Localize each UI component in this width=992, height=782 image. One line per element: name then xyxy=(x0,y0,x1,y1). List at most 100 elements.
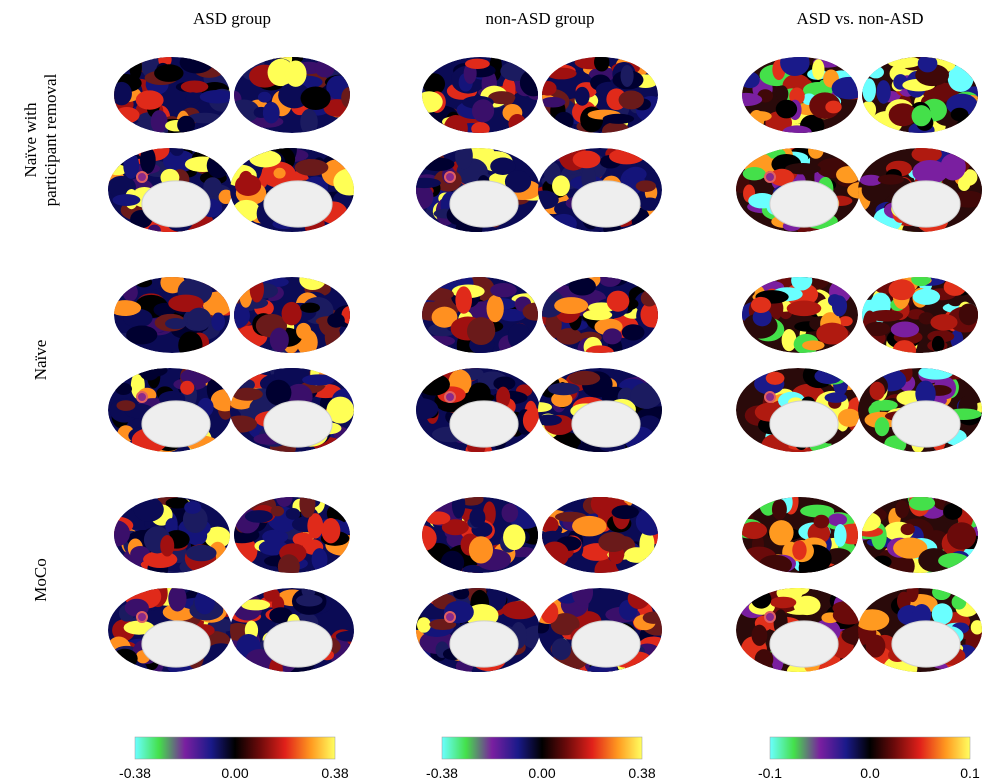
brain-parcel xyxy=(752,625,768,646)
brain-parcel xyxy=(186,545,216,561)
brain-parcel xyxy=(444,115,468,142)
brain-parcel xyxy=(181,80,208,92)
brain-parcel xyxy=(943,503,962,520)
brain-parcel xyxy=(554,112,573,130)
brain-parcel xyxy=(740,72,760,89)
colorbar-tick-label: 0.1 xyxy=(960,765,980,781)
brain-parcel xyxy=(502,503,519,522)
brain-parcel xyxy=(187,308,211,331)
brain-parcel xyxy=(301,86,331,110)
brain-parcel xyxy=(258,92,271,103)
brain-parcel xyxy=(165,318,186,329)
medial-wall xyxy=(264,401,332,447)
brain-parcel xyxy=(572,578,593,606)
brain-parcel xyxy=(792,540,806,560)
brain-parcel xyxy=(421,157,454,171)
brain-view xyxy=(525,368,678,465)
brain-parcel xyxy=(186,92,200,104)
brain-parcel xyxy=(418,374,450,396)
brain-parcel xyxy=(453,587,469,599)
brain-parcel xyxy=(918,365,953,379)
brain-parcel xyxy=(816,323,848,345)
brain-parcel xyxy=(503,524,525,550)
row-label-line: Naïve xyxy=(31,340,50,381)
brain-parcel xyxy=(893,340,916,360)
brain-parcel xyxy=(541,601,559,623)
brain-parcel xyxy=(415,91,442,112)
brain-parcel xyxy=(101,520,130,547)
brain-view xyxy=(403,581,556,678)
brain-parcel xyxy=(180,51,214,73)
brain-view xyxy=(223,582,363,682)
brain-parcel xyxy=(740,522,767,539)
brain-parcel xyxy=(300,109,318,135)
seed-marker xyxy=(137,612,147,622)
medial-wall xyxy=(892,621,960,667)
brain-parcel xyxy=(825,392,847,402)
brain-parcel xyxy=(776,100,797,119)
colorbar-tick-label: 0.38 xyxy=(628,765,655,781)
brain-view xyxy=(733,139,873,235)
brain-parcel xyxy=(888,56,922,68)
brain-parcel xyxy=(273,168,285,179)
brain-parcel xyxy=(930,314,957,331)
brain-parcel xyxy=(911,146,941,163)
column-title: ASD group xyxy=(193,9,271,28)
brain-view xyxy=(107,272,241,359)
brain-parcel xyxy=(502,601,538,619)
brain-parcel xyxy=(782,125,811,138)
brain-parcel xyxy=(800,505,834,518)
brain-parcel xyxy=(932,336,945,352)
medial-wall xyxy=(572,621,640,667)
brain-parcel xyxy=(873,556,892,569)
brain-parcel xyxy=(603,114,634,124)
medial-wall xyxy=(450,621,518,667)
brain-parcel xyxy=(239,284,252,307)
brain-parcel xyxy=(541,517,559,534)
brain-parcel xyxy=(419,288,454,301)
brain-parcel xyxy=(285,61,307,87)
medial-wall xyxy=(770,181,838,227)
brain-parcel xyxy=(321,518,340,543)
column-title: ASD vs. non-ASD xyxy=(796,9,923,28)
row-label: MoCo xyxy=(31,558,50,601)
seed-marker xyxy=(445,612,455,622)
brain-parcel xyxy=(114,107,139,123)
brain-parcel xyxy=(912,160,948,184)
brain-parcel xyxy=(766,372,785,385)
brain-parcel xyxy=(465,59,490,69)
brain-parcel xyxy=(140,365,159,381)
brain-parcel xyxy=(143,551,177,568)
medial-wall xyxy=(142,181,210,227)
brain-parcel xyxy=(551,638,571,660)
brain-parcel xyxy=(551,214,577,234)
brain-parcel xyxy=(195,590,215,615)
brain-parcel xyxy=(812,59,824,80)
brain-parcel xyxy=(508,323,530,350)
brain-parcel xyxy=(802,340,824,350)
brain-parcel xyxy=(539,81,557,96)
brain-parcel xyxy=(791,271,812,291)
brain-parcel xyxy=(546,68,576,80)
brain-parcel xyxy=(235,174,261,196)
brain-view xyxy=(107,139,233,241)
seed-marker xyxy=(765,392,775,402)
brain-parcel xyxy=(233,200,260,222)
brain-parcel xyxy=(603,328,622,344)
brain-parcel xyxy=(232,388,263,401)
brain-parcel xyxy=(751,297,771,313)
brain-parcel xyxy=(641,290,658,307)
brain-view xyxy=(859,48,988,138)
brain-parcel xyxy=(612,505,639,519)
brain-parcel xyxy=(772,499,787,520)
brain-parcel xyxy=(411,185,433,209)
brain-parcel xyxy=(855,609,889,630)
brain-parcel xyxy=(467,317,495,345)
brain-parcel xyxy=(276,488,292,507)
brain-view xyxy=(735,488,870,584)
colorbar xyxy=(442,737,642,759)
brain-parcel xyxy=(602,122,630,140)
brain-parcel xyxy=(743,167,766,180)
medial-wall xyxy=(770,621,838,667)
brain-parcel xyxy=(640,197,660,210)
